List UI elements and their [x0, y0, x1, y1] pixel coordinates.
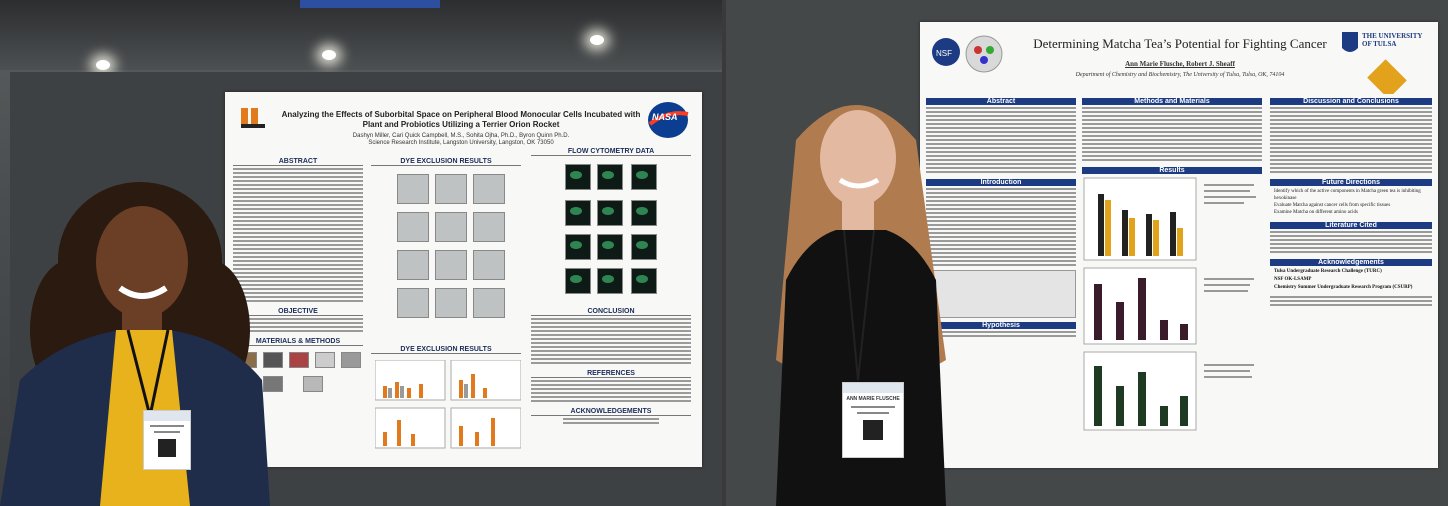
ceiling-light: [590, 35, 604, 45]
flow-cytometry-section: FLOW CYTOMETRY DATA: [531, 148, 691, 156]
presenter-left: [0, 180, 270, 506]
ack-item: Tulsa Undergraduate Research Challenge (…: [1274, 269, 1382, 274]
poster-title: Analyzing the Effects of Suborbital Spac…: [281, 110, 641, 129]
methods-heading: Methods and Materials: [1082, 98, 1262, 105]
qr-code-icon: [158, 439, 176, 457]
right-poster: NSF Determining Matcha Tea’s Potential f…: [920, 22, 1438, 468]
column-2: Methods and Materials Results: [1082, 98, 1262, 439]
column-1: Abstract Introduction Hypothesis: [926, 98, 1076, 339]
nasa-logo: NASA: [644, 100, 692, 140]
ack-item: NSF OK-LSAMP: [1274, 277, 1312, 282]
flow-cytometry-heading: FLOW CYTOMETRY DATA: [531, 148, 691, 156]
results-heading: Results: [1082, 167, 1262, 174]
dye-results-2-section: DYE EXCLUSION RESULTS: [371, 346, 521, 354]
dye-results-heading: DYE EXCLUSION RESULTS: [371, 158, 521, 166]
future-directions-list: Identify which of the active components …: [1270, 186, 1432, 218]
right-photo: NSF Determining Matcha Tea’s Potential f…: [726, 0, 1448, 506]
ack-item: Chemistry Summer Undergraduate Research …: [1274, 285, 1413, 290]
dye-results-2-heading: DYE EXCLUSION RESULTS: [371, 346, 521, 354]
poster-logos-left: NSF: [928, 30, 1018, 80]
conclusion-section: CONCLUSION REFERENCES ACKNOWLEDGEMENTS: [531, 308, 691, 426]
hypothesis-heading: Hypothesis: [926, 322, 1076, 329]
ceiling-light: [96, 60, 110, 70]
poster-affiliation: Science Research Institute, Langston Uni…: [368, 140, 554, 146]
nasa-logo-text: NASA: [652, 112, 678, 122]
references-heading: REFERENCES: [531, 370, 691, 378]
ceiling: [0, 0, 722, 70]
name-badge-right: ANN MARIE FLUSCHE: [842, 382, 904, 458]
ack-list: Tulsa Undergraduate Research Challenge (…: [1270, 266, 1432, 294]
literature-heading: Literature Cited: [1270, 222, 1432, 229]
results-charts: [1083, 177, 1256, 431]
future-item: Examine Matcha on different amino acids: [1274, 210, 1358, 215]
abstract-heading: ABSTRACT: [233, 158, 363, 166]
svg-text:NSF: NSF: [936, 49, 952, 58]
conclusion-heading: CONCLUSION: [531, 308, 691, 316]
university-name: THE UNIVERSITY OF TULSA: [1362, 32, 1423, 48]
objective-heading: OBJECTIVE: [233, 308, 363, 316]
university-logo: [239, 106, 267, 132]
acknowledgements-heading: Acknowledgements: [1270, 259, 1432, 266]
acknowledgements-heading: ACKNOWLEDGEMENTS: [531, 408, 691, 416]
dye-results-section: DYE EXCLUSION RESULTS: [371, 158, 521, 166]
name-badge-left: [143, 410, 191, 470]
future-item: Evaluate Matcha against cancer cells fro…: [1274, 203, 1391, 208]
column-3: Discussion and Conclusions Future Direct…: [1270, 98, 1432, 308]
left-photo: NASA Analyzing the Effects of Suborbital…: [0, 0, 722, 506]
introduction-heading: Introduction: [926, 179, 1076, 186]
qr-code-icon: [863, 420, 883, 440]
materials-heading: MATERIALS & METHODS: [233, 338, 363, 346]
left-poster: NASA Analyzing the Effects of Suborbital…: [225, 92, 702, 467]
poster-authors: Dashyn Miller, Cari Quick Campbell, M.S.…: [352, 133, 570, 139]
discussion-heading: Discussion and Conclusions: [1270, 98, 1432, 105]
poster-title: Determining Matcha Tea’s Potential for F…: [1033, 36, 1327, 51]
tulsa-logo: THE UNIVERSITY OF TULSA: [1338, 28, 1430, 99]
badge-name: ANN MARIE FLUSCHE: [846, 396, 900, 402]
poster-affiliation: Department of Chemistry and Biochemistry…: [1075, 72, 1285, 78]
future-item: Identify which of the active components …: [1274, 189, 1421, 201]
pathway-diagram: [926, 270, 1076, 318]
poster-authors: Ann Marie Flusche, Robert J. Sheaff: [1125, 60, 1235, 68]
abstract-heading: Abstract: [926, 98, 1076, 105]
future-directions-heading: Future Directions: [1270, 179, 1432, 186]
banner-strip: [300, 0, 440, 8]
ceiling-light: [322, 50, 336, 60]
